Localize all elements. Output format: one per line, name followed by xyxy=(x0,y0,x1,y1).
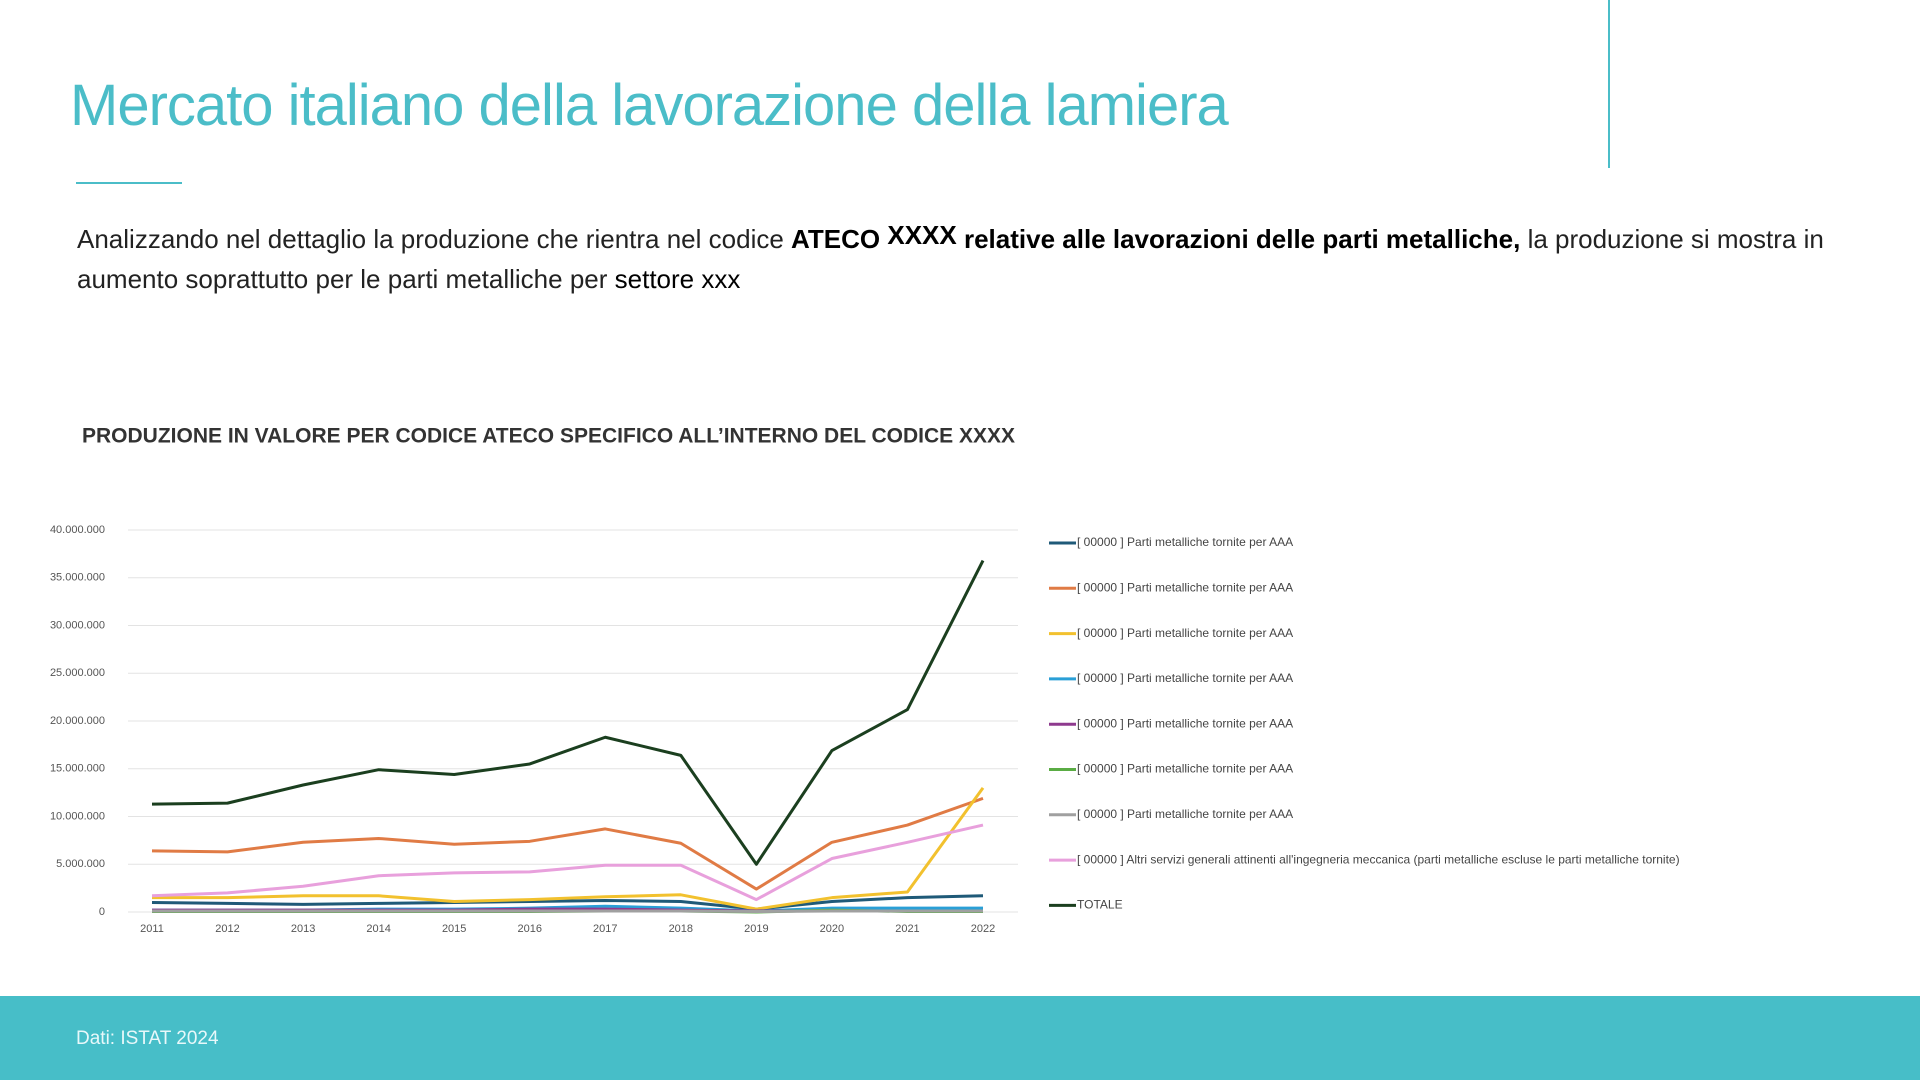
bold-text: ATECO xyxy=(791,224,881,254)
series-line xyxy=(152,786,985,911)
y-tick-label: 25.000.000 xyxy=(50,667,105,679)
series-line xyxy=(151,559,985,866)
y-tick-label: 40.000.000 xyxy=(50,524,105,536)
chart-title: PRODUZIONE IN VALORE PER CODICE ATECO SP… xyxy=(82,425,1015,448)
y-tick-label: 30.000.000 xyxy=(50,619,105,631)
legend-label: [ 00000 ] Parti metalliche tornite per A… xyxy=(1077,807,1293,821)
legend-label: TOTALE xyxy=(1077,898,1123,912)
series-line xyxy=(151,894,984,911)
legend-label: [ 00000 ] Parti metalliche tornite per A… xyxy=(1077,671,1293,685)
y-tick-label: 15.000.000 xyxy=(50,763,105,775)
x-tick-label: 2016 xyxy=(517,923,541,935)
series-line xyxy=(151,823,984,902)
y-tick-label: 35.000.000 xyxy=(50,572,105,584)
y-tick-label: 5.000.000 xyxy=(56,858,105,870)
source: Dati: ISTAT 2024 xyxy=(76,1028,219,1049)
intro-text: Analizzando nel dettaglio la produzione … xyxy=(77,215,1827,299)
y-tick-label: 20.000.000 xyxy=(50,715,105,727)
footer: Dati: ISTAT 2024 xyxy=(0,996,1920,1080)
legend-label: [ 00000 ] Parti metalliche tornite per A… xyxy=(1077,580,1293,594)
y-tick-label: 0 xyxy=(99,906,105,918)
slide-title: Mercato italiano della lavorazione della… xyxy=(70,73,1229,138)
bold-text: relative alle lavorazioni delle parti me… xyxy=(963,224,1521,254)
x-tick-label: 2018 xyxy=(669,923,693,935)
x-tick-label: 2021 xyxy=(895,923,919,935)
legend-label: [ 00000 ] Parti metalliche tornite per A… xyxy=(1077,762,1293,776)
x-tick-label: 2017 xyxy=(593,923,617,935)
x-tick-label: 2022 xyxy=(971,923,995,935)
legend-label: [ 00000 ] Altri servizi generali attinen… xyxy=(1077,852,1680,866)
y-tick-label: 10.000.000 xyxy=(50,810,105,822)
x-tick-label: 2019 xyxy=(744,923,768,935)
x-tick-label: 2011 xyxy=(140,923,164,935)
series-line xyxy=(151,796,984,891)
text: Analizzando nel dettaglio la produzione … xyxy=(77,224,784,254)
legend-label: [ 00000 ] Parti metalliche tornite per A… xyxy=(1077,716,1293,730)
legend-label: [ 00000 ] Parti metalliche tornite per A… xyxy=(1077,626,1293,640)
x-tick-label: 2015 xyxy=(442,923,466,935)
x-tick-label: 2012 xyxy=(215,923,239,935)
x-tick-label: 2013 xyxy=(291,923,315,935)
x-tick-label: 2014 xyxy=(366,923,390,935)
bold-text: XXXX xyxy=(887,220,957,250)
vertical-rule xyxy=(1608,0,1610,168)
text: la produzione si mostra in aumento sopra… xyxy=(77,224,1824,294)
x-tick-label: 2020 xyxy=(820,923,844,935)
legend-label: [ 00000 ] Parti metalliche tornite per A… xyxy=(1077,535,1293,549)
text: settore xxx xyxy=(614,264,741,294)
title-underline xyxy=(76,182,182,184)
